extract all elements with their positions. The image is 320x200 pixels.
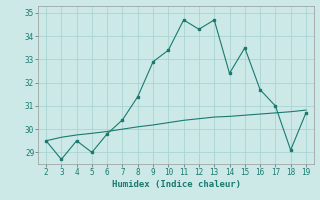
X-axis label: Humidex (Indice chaleur): Humidex (Indice chaleur) [111, 180, 241, 189]
